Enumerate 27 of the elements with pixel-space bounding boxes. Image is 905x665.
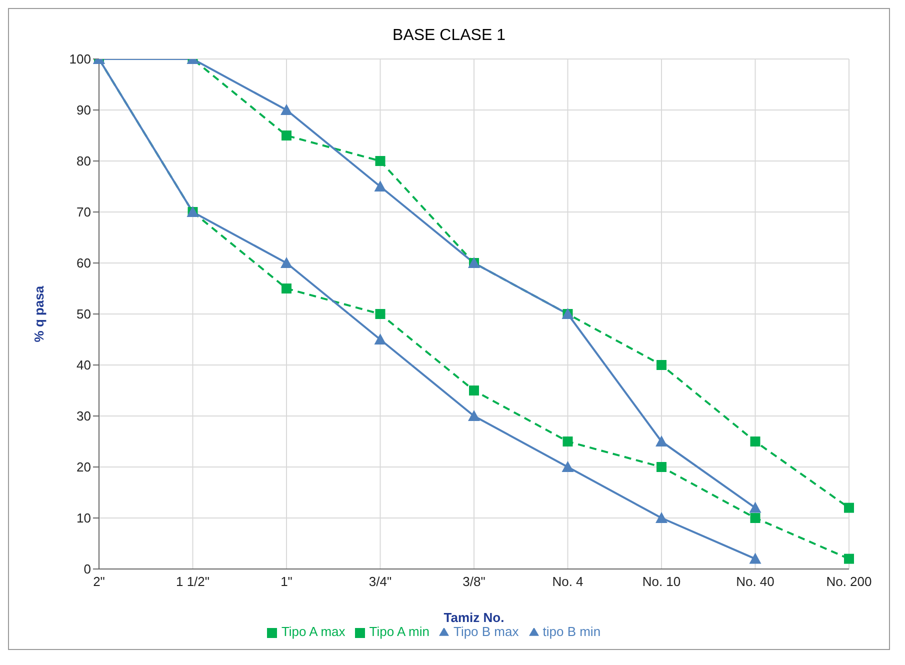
- x-tick-label: 2": [93, 574, 106, 590]
- y-tick-label: 50: [76, 306, 91, 322]
- chart-title: BASE CLASE 1: [392, 27, 506, 46]
- y-tick-label: 0: [84, 562, 91, 577]
- y-tick-label: 20: [76, 460, 91, 475]
- legend-label: Tipo A min: [369, 624, 430, 639]
- x-tick-label: No. 40: [736, 574, 774, 590]
- x-tick-label: No. 200: [826, 574, 872, 590]
- y-tick-label: 10: [76, 510, 91, 526]
- y-tick-label: 70: [76, 204, 91, 220]
- x-tick-label: 1 1/2": [176, 574, 210, 590]
- x-tick-label: No. 4: [552, 574, 584, 590]
- y-tick-label: 100: [69, 52, 91, 67]
- y-tick-label: 30: [76, 408, 91, 424]
- x-axis-title: Tamiz No.: [444, 610, 504, 625]
- y-tick-label: 60: [76, 256, 91, 271]
- legend-label: Tipo B max: [453, 624, 519, 639]
- y-tick-label: 90: [76, 102, 91, 118]
- x-tick-label: 3/8": [462, 574, 486, 590]
- x-tick-label: No. 10: [642, 574, 681, 590]
- legend-label: tipo B min: [542, 624, 601, 639]
- y-tick-label: 40: [76, 358, 91, 373]
- y-tick-label: 80: [76, 154, 91, 169]
- x-tick-label: 3/4": [368, 574, 392, 590]
- legend-label: Tipo A max: [281, 624, 346, 639]
- x-tick-label: 1": [280, 574, 293, 590]
- y-axis-title: % q pasa: [32, 285, 47, 342]
